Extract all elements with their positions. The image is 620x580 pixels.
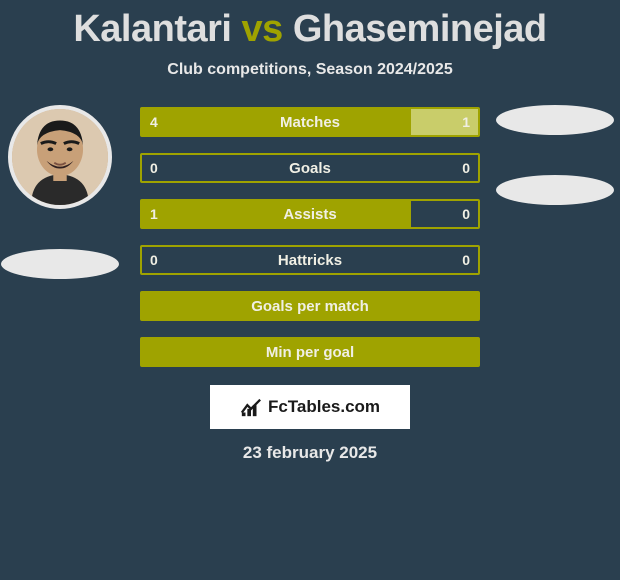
stat-value-right: 0	[462, 206, 470, 222]
player1-name: Kalantari	[73, 8, 231, 50]
stat-bar: 0Hattricks0	[140, 245, 480, 275]
stat-bar: Min per goal	[140, 337, 480, 367]
branding-text: FcTables.com	[268, 397, 380, 417]
player2-name: Ghaseminejad	[293, 8, 547, 50]
stat-bar: Goals per match	[140, 291, 480, 321]
stat-label: Assists	[142, 206, 478, 223]
comparison-title: Kalantari vs Ghaseminejad	[0, 0, 620, 51]
subtitle: Club competitions, Season 2024/2025	[0, 61, 620, 79]
stat-value-right: 0	[462, 160, 470, 176]
player1-flag	[1, 249, 119, 279]
stat-value-right: 0	[462, 252, 470, 268]
avatar-face-icon	[12, 109, 108, 205]
stat-label: Goals	[142, 160, 478, 177]
stat-bars: 4Matches10Goals01Assists00Hattricks0Goal…	[140, 107, 480, 367]
content-area: 4Matches10Goals01Assists00Hattricks0Goal…	[0, 107, 620, 367]
player-right-column	[500, 105, 610, 205]
stat-bar: 0Goals0	[140, 153, 480, 183]
player1-avatar	[8, 105, 112, 209]
player-left-column	[5, 105, 115, 279]
date-text: 23 february 2025	[0, 443, 620, 463]
player2-flag	[496, 105, 614, 135]
player2-flag-2	[496, 175, 614, 205]
stat-label: Hattricks	[142, 252, 478, 269]
vs-text: vs	[242, 8, 283, 50]
stat-bar: 1Assists0	[140, 199, 480, 229]
chart-logo-icon	[240, 396, 262, 418]
stat-label: Goals per match	[142, 298, 478, 315]
stat-value-right: 1	[462, 114, 470, 130]
stat-bar: 4Matches1	[140, 107, 480, 137]
stat-label: Min per goal	[142, 344, 478, 361]
branding-box: FcTables.com	[210, 385, 410, 429]
stat-label: Matches	[142, 114, 478, 131]
